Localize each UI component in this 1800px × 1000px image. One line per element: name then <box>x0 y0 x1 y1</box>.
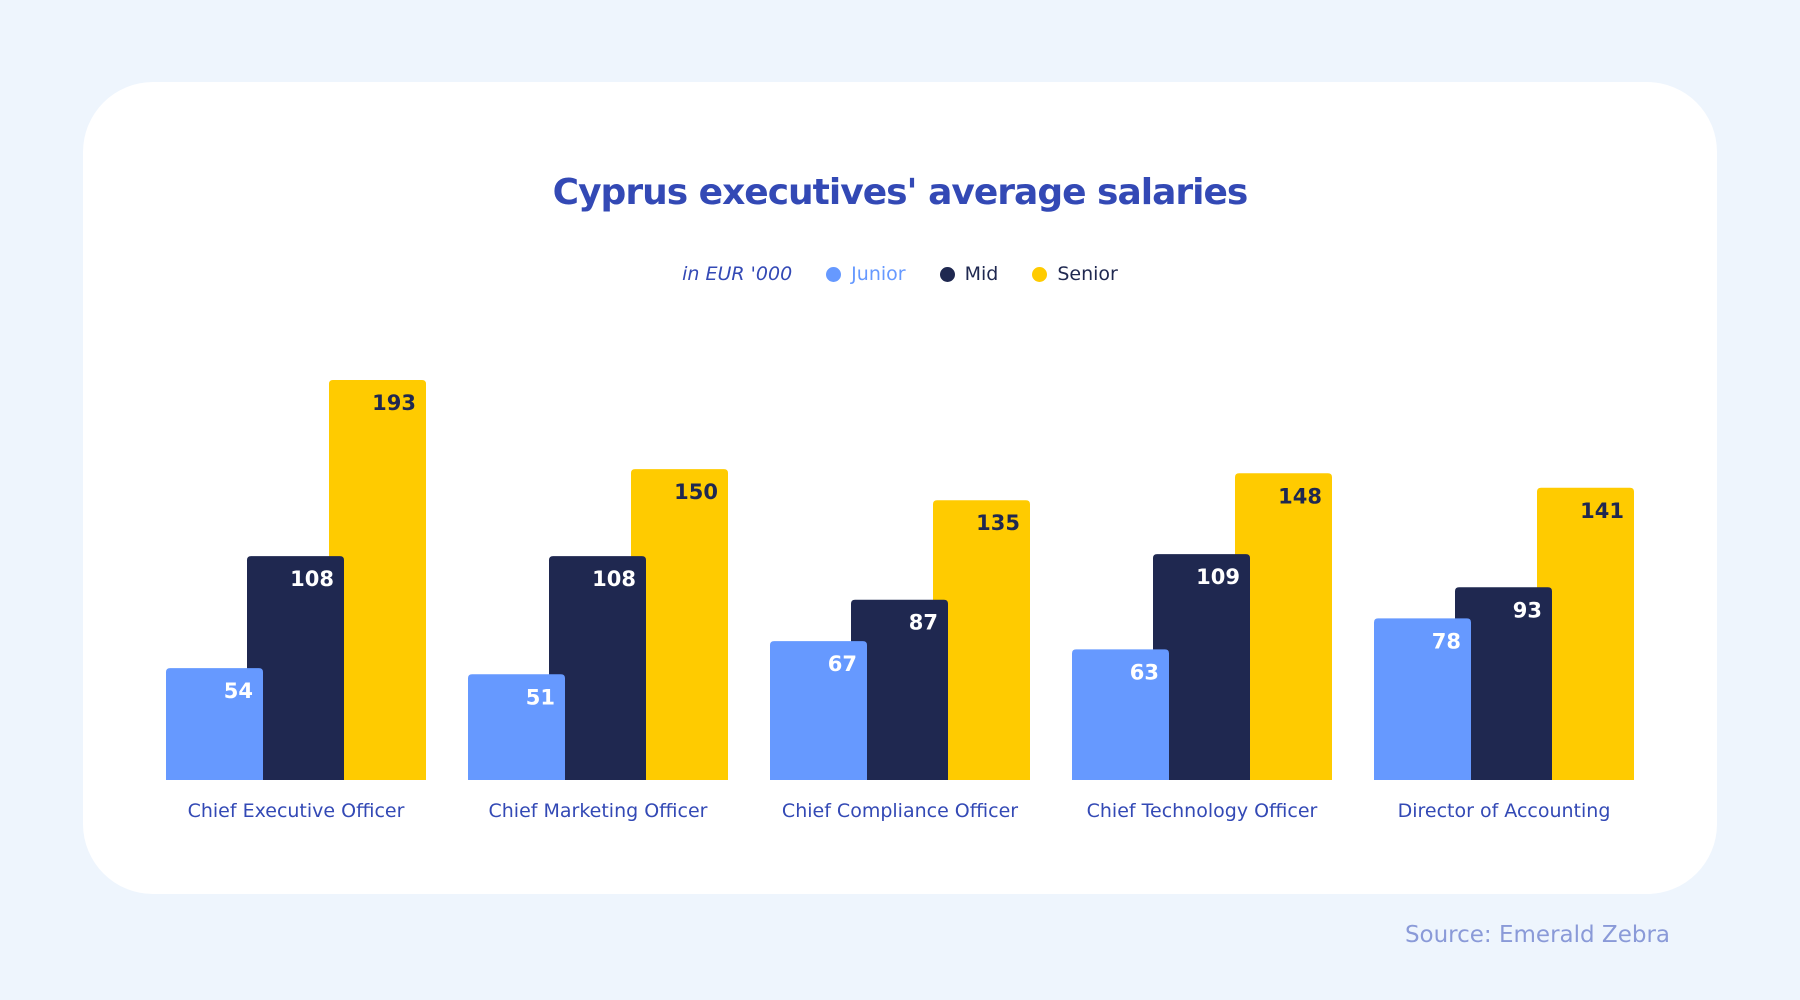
bar-junior-2 <box>770 641 867 780</box>
data-label-mid-4: 93 <box>1513 598 1542 622</box>
legend-label-mid: Mid <box>964 263 999 285</box>
data-label-mid-1: 108 <box>592 567 636 591</box>
legend-item-senior: Senior <box>1032 263 1118 285</box>
data-label-senior-0: 193 <box>372 391 416 415</box>
bar-junior-0 <box>166 668 263 780</box>
data-label-senior-1: 150 <box>674 480 718 504</box>
category-label: Chief Executive Officer <box>188 800 405 822</box>
data-label-senior-3: 148 <box>1278 484 1322 508</box>
category-label: Chief Marketing Officer <box>488 800 707 822</box>
legend: in EUR '000 Junior Mid Senior <box>0 263 1800 285</box>
legend-item-junior: Junior <box>826 263 906 285</box>
bar-junior-3 <box>1072 649 1169 780</box>
legend-item-mid: Mid <box>939 263 999 285</box>
bar-mid-2 <box>851 599 948 780</box>
legend-dot-mid <box>939 266 955 282</box>
bar-senior-2 <box>933 500 1030 780</box>
bar-mid-1 <box>549 556 646 780</box>
bar-junior-4 <box>1374 618 1471 780</box>
chart-title: Cyprus executives' average salaries <box>552 172 1249 213</box>
data-label-mid-3: 109 <box>1196 565 1240 589</box>
bar-senior-4 <box>1537 487 1634 780</box>
bar-mid-0 <box>247 556 344 780</box>
category-label: Chief Technology Officer <box>1087 800 1318 822</box>
legend-dot-senior <box>1032 266 1048 282</box>
data-label-mid-2: 87 <box>909 611 938 635</box>
legend-label-senior: Senior <box>1057 263 1118 285</box>
bar-mid-4 <box>1455 587 1552 780</box>
data-label-junior-1: 51 <box>526 685 555 709</box>
bar-junior-1 <box>468 674 565 780</box>
bar-senior-1 <box>631 469 728 780</box>
bar-senior-3 <box>1235 473 1332 780</box>
unit-label: in EUR '000 <box>682 263 793 285</box>
data-label-junior-2: 67 <box>828 652 857 676</box>
legend-dot-junior <box>826 266 842 282</box>
data-label-mid-0: 108 <box>290 567 334 591</box>
bar-senior-0 <box>329 380 426 780</box>
data-label-junior-3: 63 <box>1130 660 1159 684</box>
category-label: Director of Accounting <box>1398 800 1611 822</box>
bar-mid-3 <box>1153 554 1250 780</box>
data-label-senior-2: 135 <box>976 511 1020 535</box>
data-label-junior-4: 78 <box>1432 629 1461 653</box>
category-label: Chief Compliance Officer <box>782 800 1018 822</box>
legend-label-junior: Junior <box>851 263 906 285</box>
data-label-junior-0: 54 <box>224 679 253 703</box>
source-note: Source: Emerald Zebra <box>1404 922 1670 948</box>
data-label-senior-4: 141 <box>1580 499 1624 523</box>
